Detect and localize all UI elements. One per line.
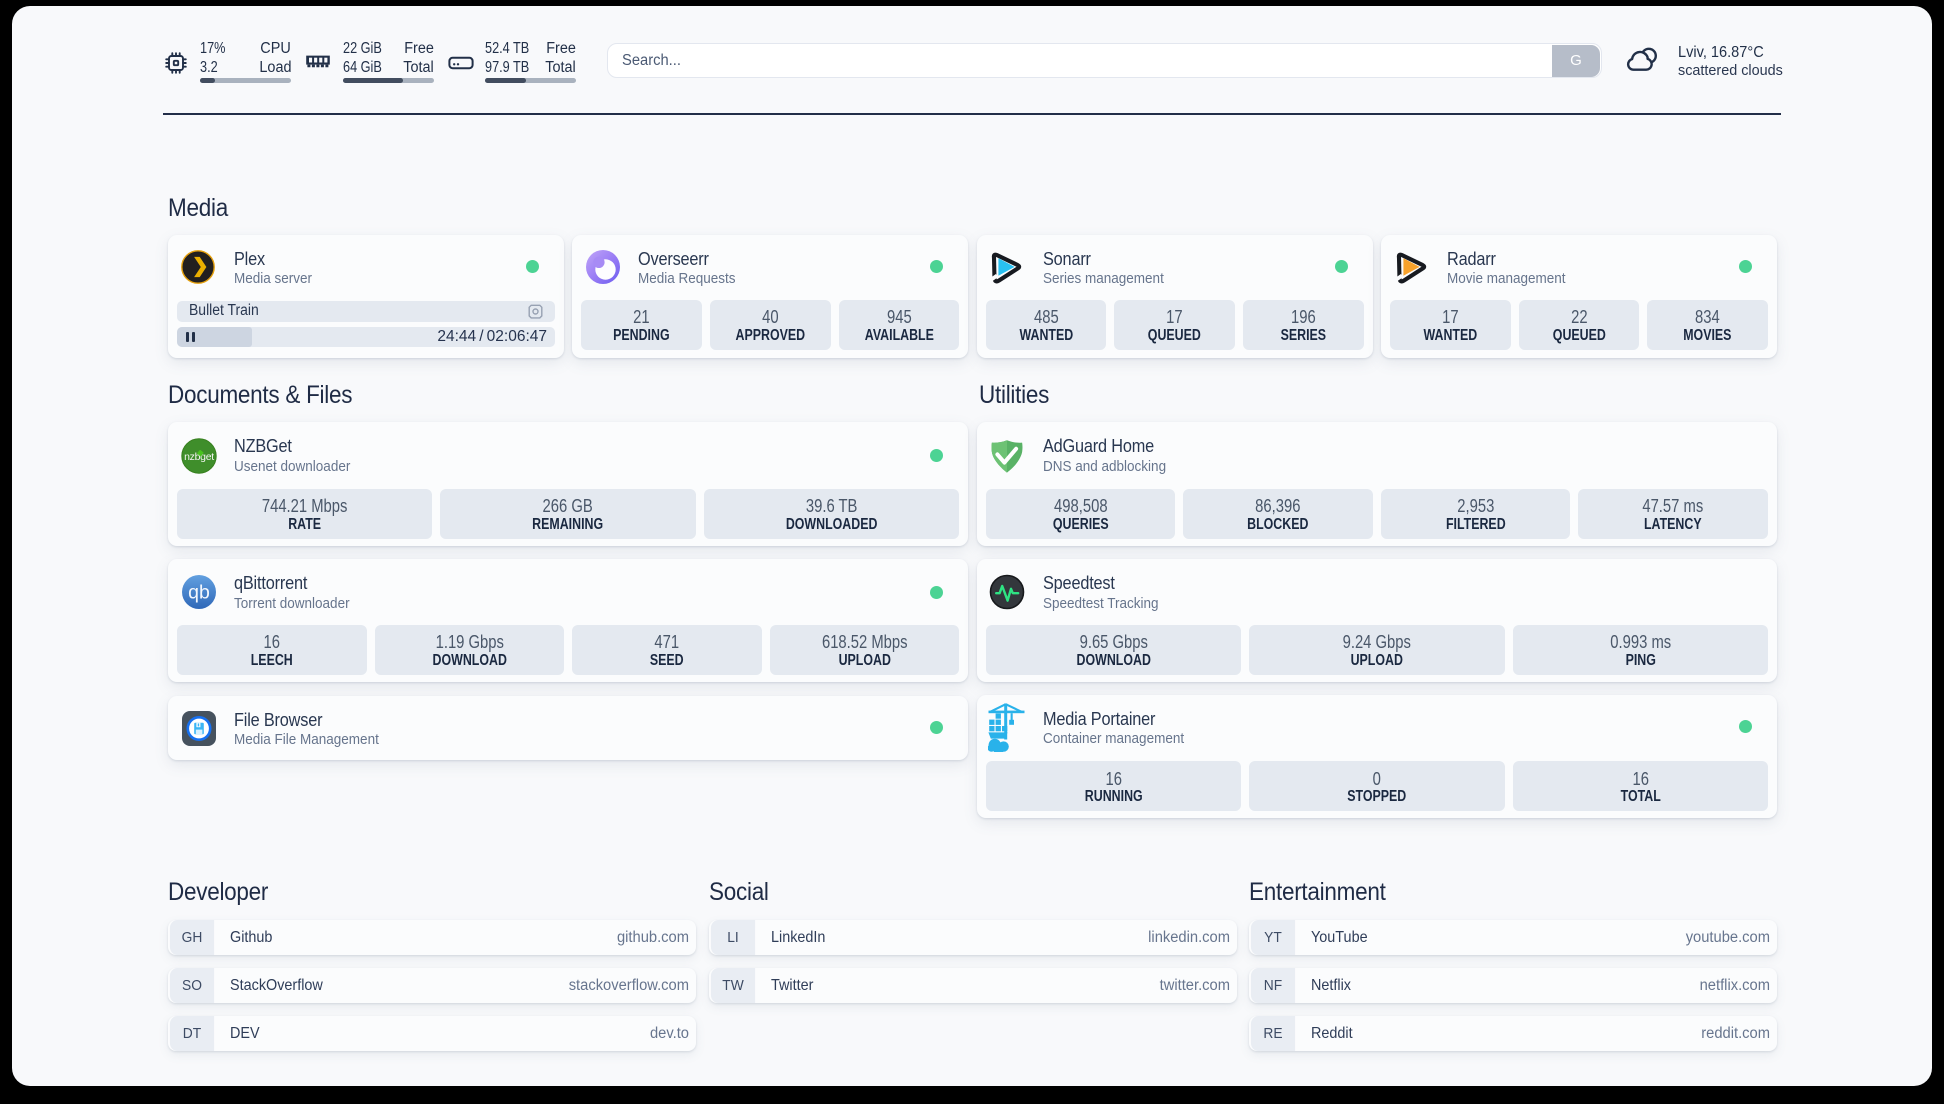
svg-text:qb: qb <box>188 582 210 604</box>
svg-text:nzbget: nzbget <box>184 450 214 462</box>
